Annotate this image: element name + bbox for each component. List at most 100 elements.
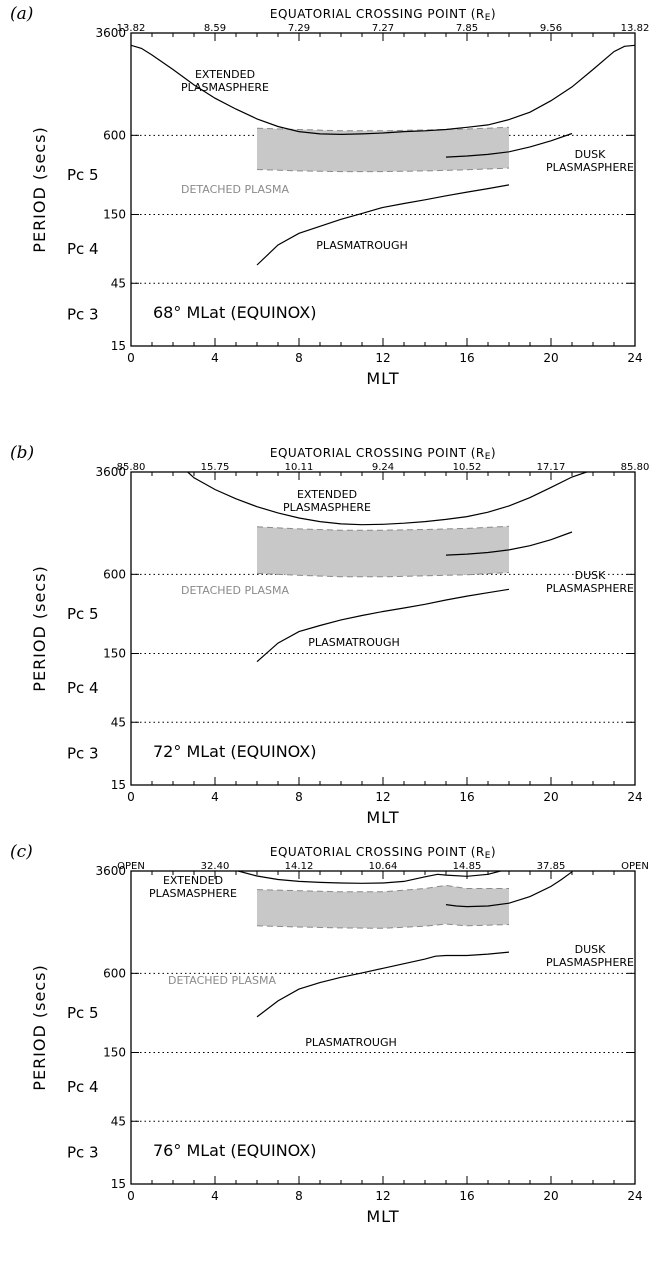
y-tick-label: 600 <box>103 128 126 142</box>
x-tick-label: 20 <box>543 790 558 804</box>
x-tick-label: 0 <box>127 1189 135 1203</box>
plasmatrough-line <box>256 951 510 1018</box>
x-tick-label: 24 <box>627 1189 642 1203</box>
y-tick-label: 3600 <box>95 864 126 878</box>
top-tick-label: 32.40 <box>201 861 230 872</box>
top-tick-label: 85.80 <box>621 462 650 473</box>
y-axis-label: PERIOD (secs) <box>30 565 49 691</box>
x-tick-label: 16 <box>459 1189 474 1203</box>
x-tick-label: 8 <box>295 790 303 804</box>
latitude-label: 76° MLat (EQUINOX) <box>153 1141 316 1160</box>
latitude-label: 72° MLat (EQUINOX) <box>153 742 316 761</box>
top-tick-label: 8.59 <box>204 23 226 34</box>
y-tick-label: 600 <box>103 567 126 581</box>
band-label: Pc 4 <box>67 240 99 258</box>
dusk-plasmasphere-line <box>445 531 573 556</box>
extended-plasmasphere-label: PLASMASPHERE <box>149 887 237 900</box>
top-tick-label: 37.85 <box>537 861 566 872</box>
y-tick-label: 3600 <box>95 465 126 479</box>
y-tick-label: 15 <box>111 339 126 353</box>
y-tick-label: 600 <box>103 966 126 980</box>
plasmatrough-line <box>256 184 510 266</box>
x-tick-label: 16 <box>459 790 474 804</box>
dusk-plasmasphere-line <box>445 132 573 158</box>
x-tick-label: 0 <box>127 790 135 804</box>
detached-plasma-region <box>257 127 509 172</box>
y-axis-label: PERIOD (secs) <box>30 964 49 1090</box>
chart-panel-3: (c) EQUATORIAL CROSSING POINT (RE) 0 OPEN 4 3… <box>10 842 649 1226</box>
detached-plasma-region <box>257 526 509 577</box>
x-axis-label: MLT <box>366 808 399 827</box>
x-tick-label: 4 <box>211 790 219 804</box>
x-tick-label: 8 <box>295 1189 303 1203</box>
extended-plasmasphere-line <box>187 472 587 526</box>
extended-plasmasphere-line <box>237 871 501 884</box>
chart-panel-2: (b) EQUATORIAL CROSSING POINT (RE) 0 85.80 4… <box>10 443 649 827</box>
x-tick-label: 24 <box>627 351 642 365</box>
top-axis-title: EQUATORIAL CROSSING POINT (RE) <box>270 7 496 23</box>
x-axis-label: MLT <box>366 1207 399 1226</box>
band-label: Pc 5 <box>67 166 99 184</box>
plasmatrough-label: PLASMATROUGH <box>308 636 400 649</box>
top-tick-label: 9.24 <box>372 462 394 473</box>
band-label: Pc 3 <box>67 306 99 324</box>
detached-plasma-lower-edge <box>256 167 510 173</box>
y-tick-label: 45 <box>111 276 126 290</box>
top-tick-label: 7.27 <box>372 23 394 34</box>
x-tick-label: 4 <box>211 351 219 365</box>
top-tick-label: 7.29 <box>288 23 310 34</box>
plasmatrough-label: PLASMATROUGH <box>316 239 408 252</box>
extended-plasmasphere-label: PLASMASPHERE <box>181 81 269 94</box>
band-label: Pc 5 <box>67 605 99 623</box>
top-axis-title: EQUATORIAL CROSSING POINT (RE) <box>270 845 496 861</box>
top-tick-label: 10.52 <box>453 462 482 473</box>
y-tick-label: 150 <box>103 207 126 221</box>
x-tick-label: 12 <box>375 1189 390 1203</box>
extended-plasmasphere-label: EXTENDED <box>297 488 357 501</box>
extended-plasmasphere-label: PLASMASPHERE <box>283 501 371 514</box>
top-tick-label: OPEN <box>117 861 145 872</box>
y-tick-label: 150 <box>103 1045 126 1059</box>
x-tick-label: 16 <box>459 351 474 365</box>
dusk-plasmasphere-label: PLASMASPHERE <box>546 161 634 174</box>
dusk-plasmasphere-label: DUSK <box>575 943 607 956</box>
plot-frame <box>130 471 636 786</box>
top-tick-label: 13.82 <box>621 23 650 34</box>
top-tick-label: 15.75 <box>201 462 230 473</box>
detached-plasma-label: DETACHED PLASMA <box>168 974 276 987</box>
extended-plasmasphere-label: EXTENDED <box>163 874 223 887</box>
band-label: Pc 4 <box>67 679 99 697</box>
top-axis-title: EQUATORIAL CROSSING POINT (RE) <box>270 446 496 462</box>
plasmatrough-line <box>256 588 510 663</box>
panel-label: (a) <box>10 4 33 24</box>
x-tick-label: 20 <box>543 1189 558 1203</box>
y-tick-label: 45 <box>111 715 126 729</box>
band-label: Pc 3 <box>67 745 99 763</box>
x-tick-label: 20 <box>543 351 558 365</box>
y-tick-label: 3600 <box>95 26 126 40</box>
top-tick-label: 10.11 <box>285 462 314 473</box>
detached-plasma-upper-edge <box>256 126 510 132</box>
top-tick-label: 10.64 <box>369 861 398 872</box>
top-tick-label: 14.85 <box>453 861 482 872</box>
y-tick-label: 15 <box>111 1177 126 1191</box>
panel-label: (c) <box>10 842 33 862</box>
band-label: Pc 4 <box>67 1078 99 1096</box>
band-label: Pc 3 <box>67 1144 99 1162</box>
extended-plasmasphere-line <box>131 44 635 136</box>
y-tick-label: 45 <box>111 1114 126 1128</box>
dusk-plasmasphere-label: DUSK <box>575 148 607 161</box>
detached-plasma-upper-edge <box>256 525 510 531</box>
dusk-plasmasphere-label: DUSK <box>575 569 607 582</box>
top-tick-label: 13.82 <box>117 23 146 34</box>
top-tick-label: 14.12 <box>285 861 314 872</box>
band-label: Pc 5 <box>67 1004 99 1022</box>
x-tick-label: 24 <box>627 790 642 804</box>
x-tick-label: 0 <box>127 351 135 365</box>
latitude-label: 68° MLat (EQUINOX) <box>153 303 316 322</box>
panel-label: (b) <box>10 443 34 463</box>
y-axis-label: PERIOD (secs) <box>30 126 49 252</box>
x-tick-label: 8 <box>295 351 303 365</box>
dusk-plasmasphere-label: PLASMASPHERE <box>546 956 634 969</box>
